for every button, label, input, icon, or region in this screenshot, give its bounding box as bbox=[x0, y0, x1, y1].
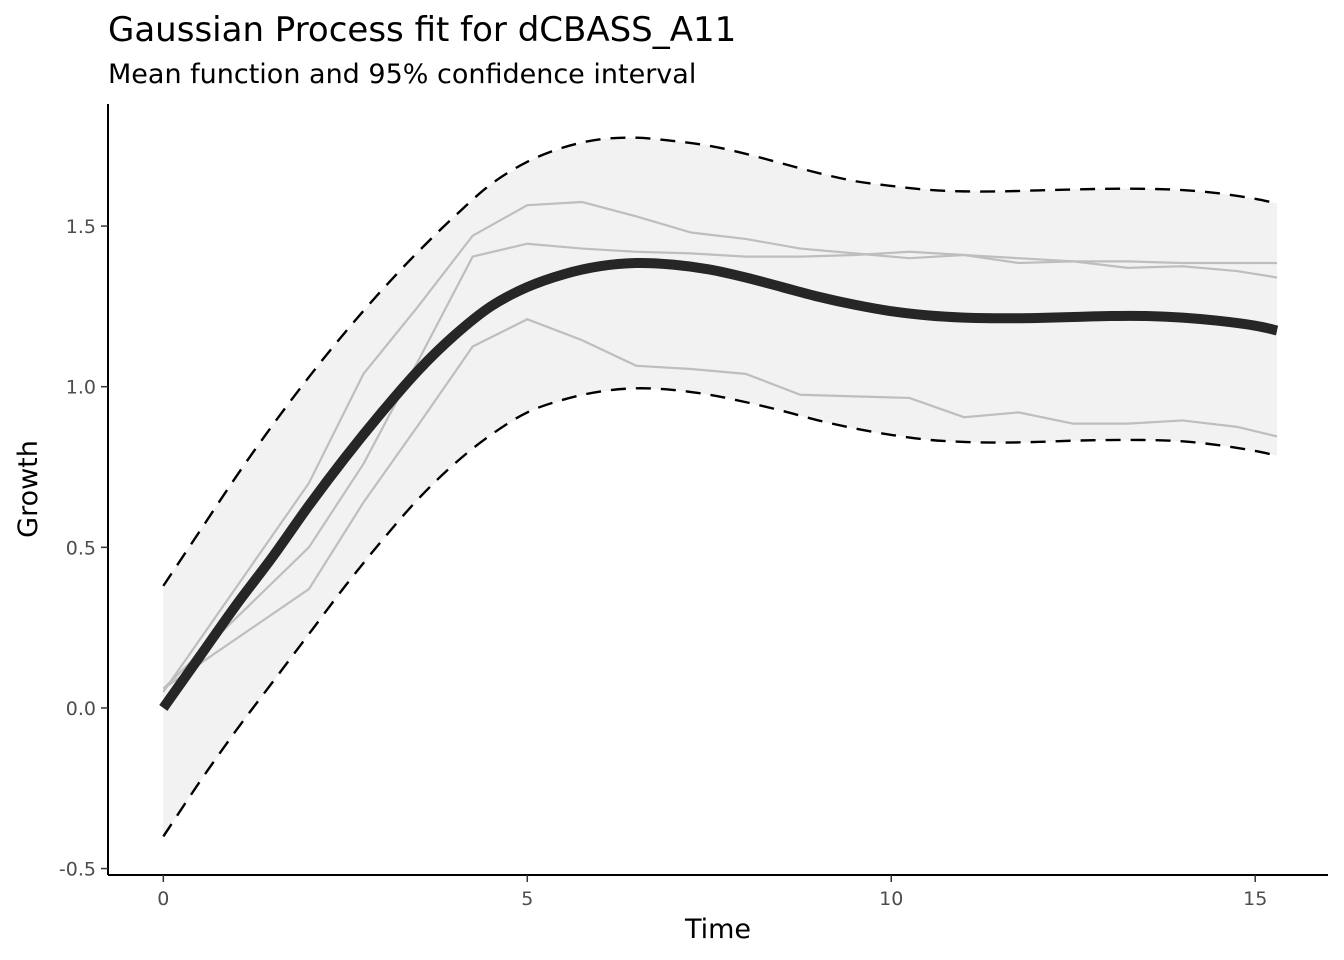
y-tick-label: 0.5 bbox=[66, 537, 96, 559]
chart-title: Gaussian Process fit for dCBASS_A11 bbox=[108, 10, 736, 50]
replicate-line-1 bbox=[162, 200, 1278, 693]
replicate-line-3 bbox=[162, 318, 1278, 690]
confidence-band bbox=[163, 137, 1278, 837]
x-tick-label: 15 bbox=[1243, 888, 1267, 910]
y-axis-title: Growth bbox=[13, 440, 44, 538]
x-axis-title: Time bbox=[684, 914, 751, 945]
y-axis-ticks: -0.5 0.0 0.5 1.0 1.5 bbox=[59, 216, 108, 881]
y-tick-label: 1.0 bbox=[66, 377, 96, 399]
ci-lower-bound-line bbox=[162, 387, 1278, 838]
mean-function-line bbox=[159, 257, 1279, 711]
y-tick-label: 0.0 bbox=[66, 698, 96, 720]
chart-subtitle: Mean function and 95% confidence interva… bbox=[108, 59, 696, 90]
x-tick-label: 10 bbox=[879, 888, 903, 910]
replicate-line-2 bbox=[162, 242, 1278, 690]
plot-area bbox=[159, 136, 1279, 838]
x-axis-ticks: 0 5 10 15 bbox=[157, 875, 1267, 910]
ci-upper-bound-line bbox=[162, 136, 1278, 587]
y-tick-label: 1.5 bbox=[66, 216, 96, 238]
replicate-series-group bbox=[162, 200, 1278, 693]
x-tick-label: 0 bbox=[157, 888, 169, 910]
x-tick-label: 5 bbox=[521, 888, 533, 910]
y-tick-label: -0.5 bbox=[59, 859, 96, 881]
